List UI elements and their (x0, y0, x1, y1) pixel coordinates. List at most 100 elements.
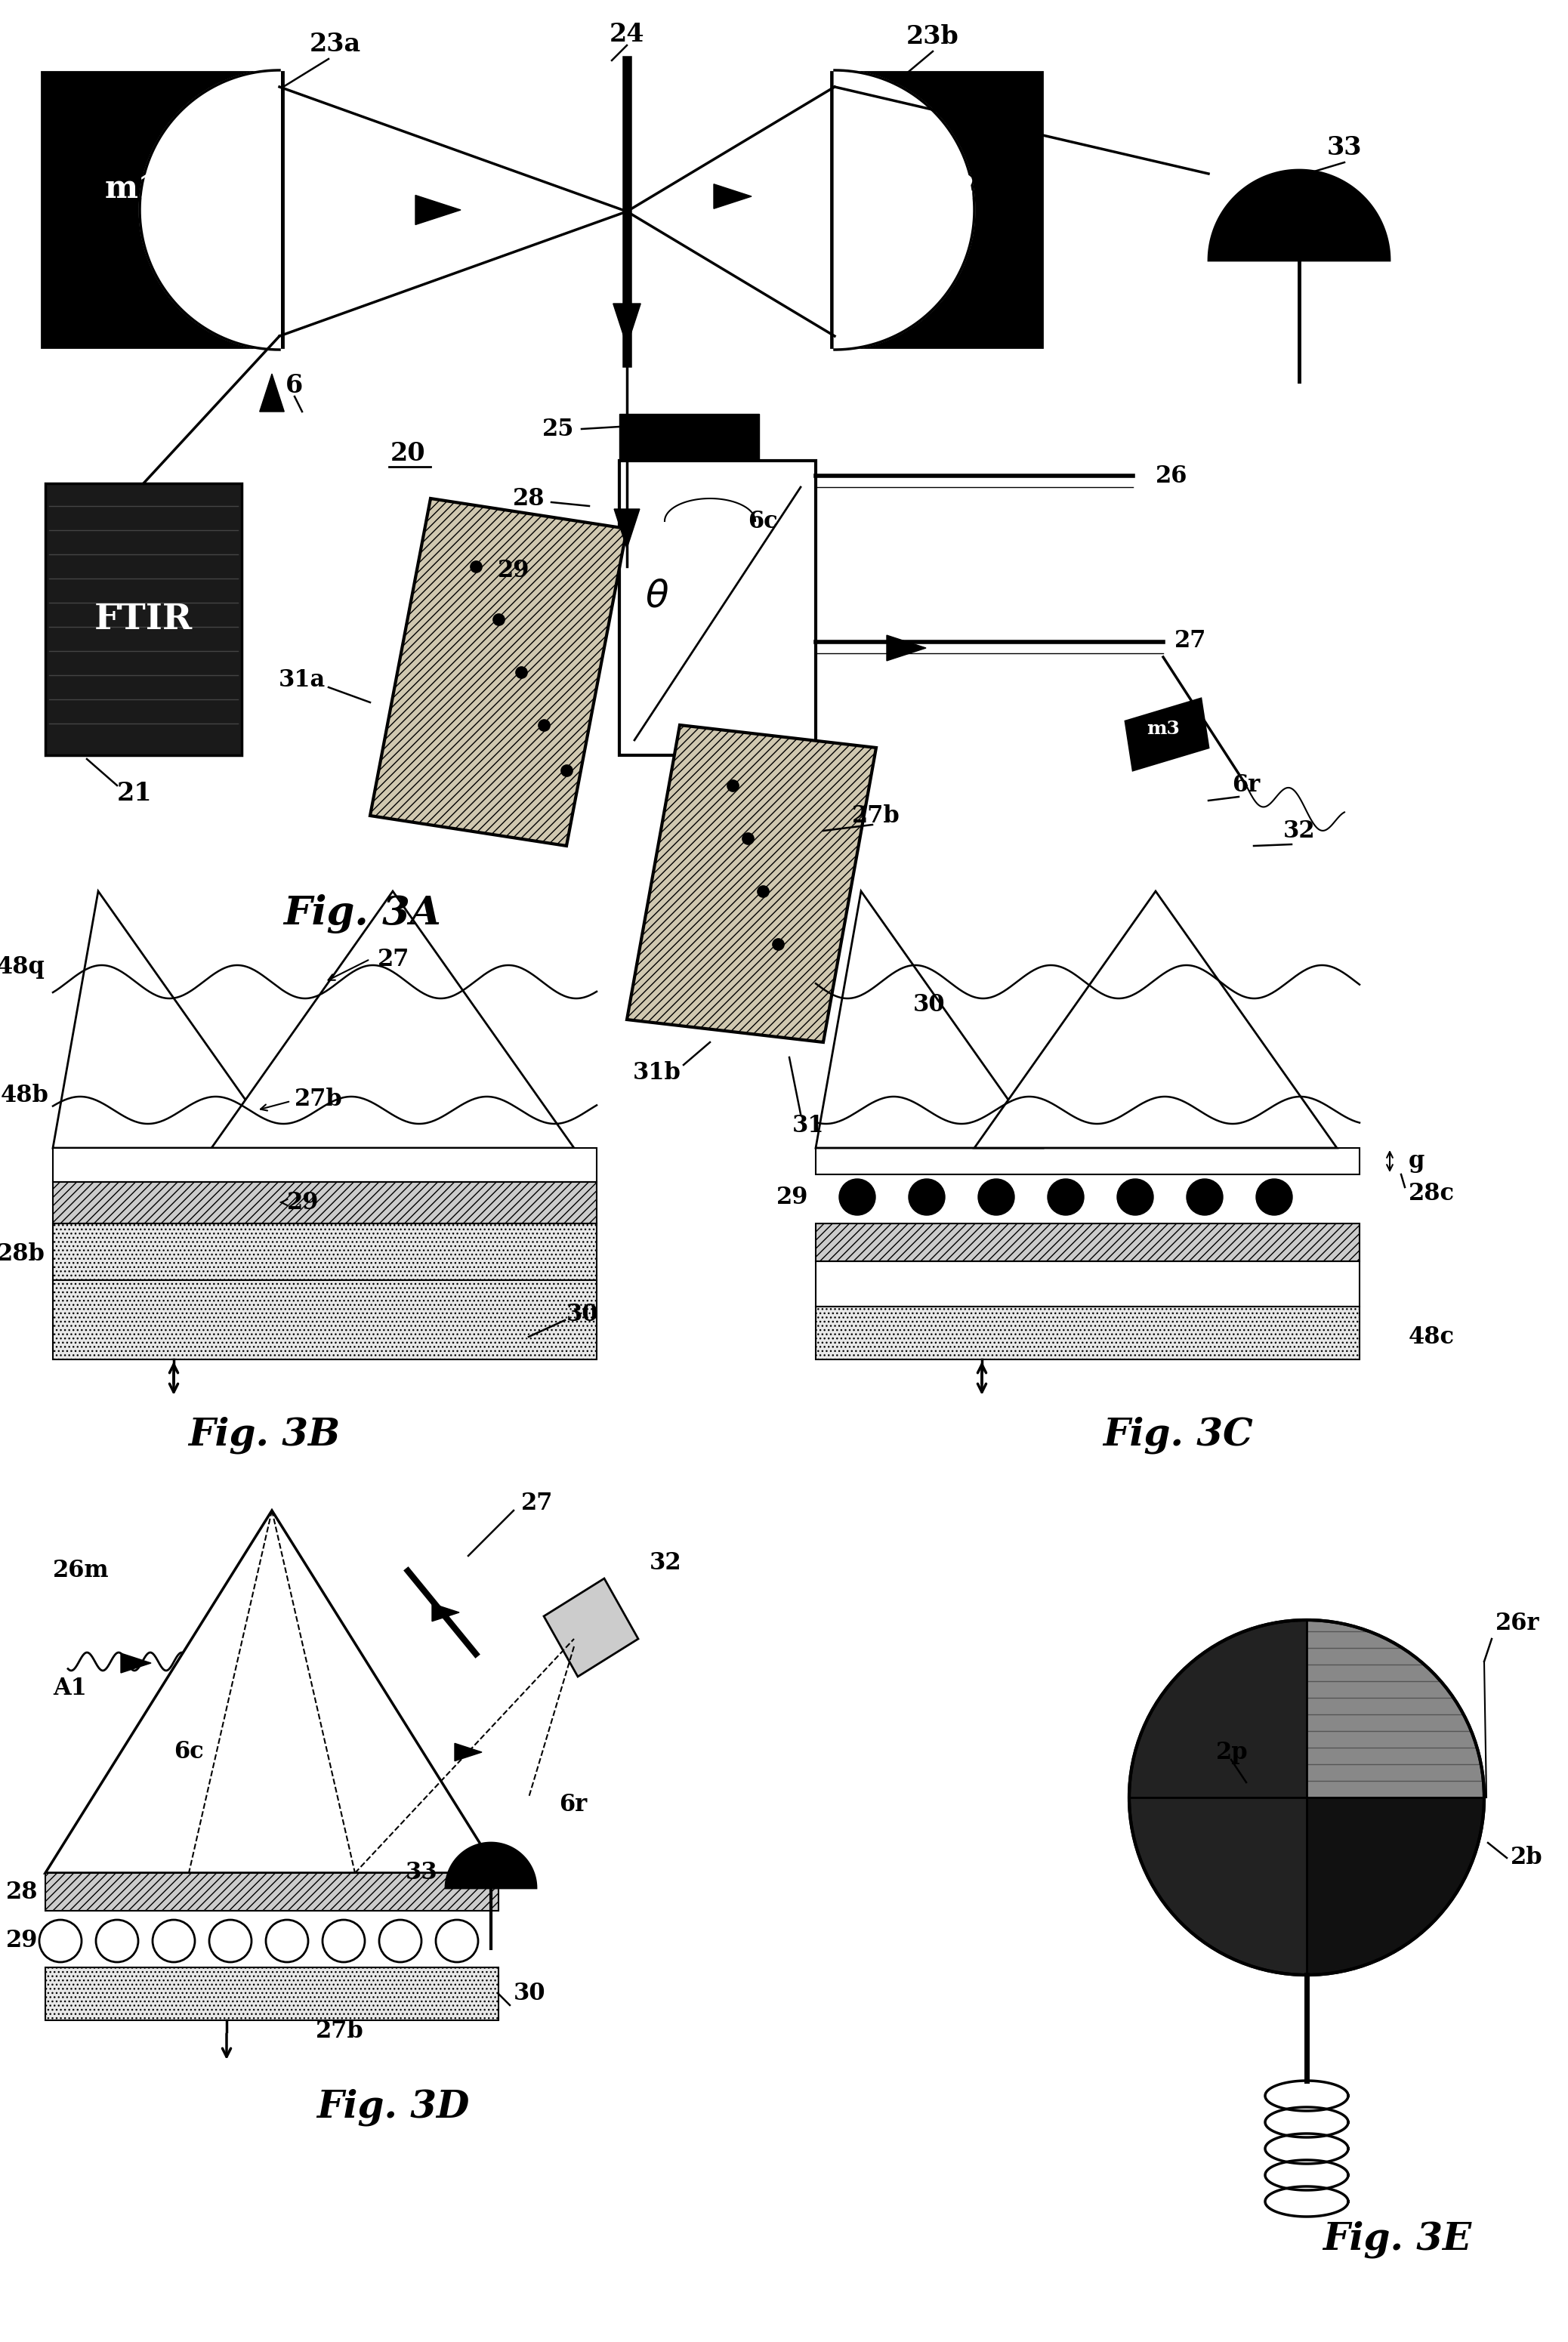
Text: 32: 32 (1283, 820, 1316, 843)
Polygon shape (445, 1843, 536, 1888)
Polygon shape (1306, 1796, 1485, 1974)
Text: 26r: 26r (1496, 1611, 1540, 1635)
Text: 28: 28 (6, 1881, 38, 1904)
Bar (619, 415, 759, 461)
Polygon shape (887, 635, 927, 660)
Circle shape (1187, 1178, 1223, 1215)
Text: m2: m2 (920, 173, 975, 204)
Text: 48q: 48q (0, 956, 45, 979)
Polygon shape (831, 73, 1043, 347)
Polygon shape (53, 892, 279, 1148)
Polygon shape (815, 892, 1043, 1148)
Text: $\theta$: $\theta$ (644, 578, 670, 616)
Polygon shape (1306, 1621, 1485, 1974)
Text: 26: 26 (1156, 464, 1187, 487)
Polygon shape (713, 185, 751, 208)
Text: 48c: 48c (1408, 1326, 1455, 1349)
Text: 26m: 26m (53, 1560, 110, 1583)
Text: m1: m1 (105, 173, 160, 204)
Text: 28b: 28b (0, 1241, 45, 1265)
Polygon shape (433, 1604, 459, 1621)
Polygon shape (45, 1874, 499, 1911)
Text: 27: 27 (378, 949, 409, 972)
Text: 29: 29 (6, 1930, 38, 1953)
Circle shape (978, 1178, 1014, 1215)
Circle shape (436, 1920, 478, 1963)
Circle shape (323, 1920, 365, 1963)
Polygon shape (212, 892, 574, 1148)
Circle shape (152, 1920, 194, 1963)
Polygon shape (834, 70, 974, 349)
Circle shape (267, 1920, 309, 1963)
Polygon shape (1126, 698, 1209, 771)
Text: 24: 24 (610, 21, 644, 47)
Text: FTIR: FTIR (94, 602, 193, 637)
Polygon shape (416, 194, 461, 225)
Circle shape (39, 1920, 82, 1963)
Polygon shape (544, 1579, 638, 1677)
Text: 48b: 48b (2, 1084, 49, 1108)
Text: 31b: 31b (633, 1061, 681, 1084)
Text: 23a: 23a (309, 30, 361, 56)
Polygon shape (815, 1223, 1359, 1262)
Text: 33: 33 (1327, 136, 1363, 159)
Polygon shape (45, 482, 241, 754)
Polygon shape (45, 1511, 499, 1874)
Text: A1: A1 (53, 1677, 86, 1700)
Text: 23b: 23b (906, 23, 960, 49)
Text: 28: 28 (513, 487, 544, 511)
Text: Fig. 3B: Fig. 3B (188, 1417, 340, 1454)
Text: 29: 29 (776, 1185, 808, 1208)
Polygon shape (615, 508, 640, 548)
Text: g: g (1408, 1150, 1425, 1173)
Text: 27b: 27b (295, 1087, 343, 1110)
Text: 6r: 6r (558, 1794, 586, 1817)
Text: 25: 25 (543, 417, 574, 440)
Text: 6: 6 (285, 372, 303, 398)
Circle shape (1116, 1178, 1154, 1215)
Polygon shape (627, 726, 877, 1042)
Polygon shape (260, 375, 284, 412)
Polygon shape (613, 304, 641, 347)
Circle shape (908, 1178, 946, 1215)
Text: 2b: 2b (1510, 1845, 1543, 1869)
Polygon shape (53, 1183, 597, 1223)
Text: Fig. 3A: Fig. 3A (284, 895, 441, 934)
Text: 33: 33 (406, 1862, 437, 1885)
Text: 20: 20 (390, 440, 425, 466)
Text: 27: 27 (1174, 628, 1206, 651)
Text: 2p: 2p (1217, 1740, 1248, 1764)
Text: 29: 29 (287, 1190, 318, 1213)
Polygon shape (974, 892, 1338, 1148)
Text: 32: 32 (649, 1553, 682, 1576)
Text: 27b: 27b (851, 803, 900, 827)
Text: 6c: 6c (748, 511, 778, 534)
Polygon shape (455, 1742, 481, 1761)
Polygon shape (45, 1967, 499, 2021)
Circle shape (1047, 1178, 1083, 1215)
Circle shape (379, 1920, 422, 1963)
Circle shape (839, 1178, 875, 1215)
Circle shape (209, 1920, 251, 1963)
Polygon shape (1209, 171, 1389, 260)
Polygon shape (53, 1281, 597, 1358)
Text: 30: 30 (514, 1981, 546, 2005)
Polygon shape (815, 1307, 1359, 1358)
Text: 6r: 6r (1232, 773, 1261, 796)
Text: 28c: 28c (1408, 1183, 1455, 1206)
Text: 29: 29 (497, 557, 530, 581)
Text: 31: 31 (792, 1112, 825, 1136)
Polygon shape (1129, 1621, 1306, 1974)
Text: 27b: 27b (315, 2019, 364, 2042)
Polygon shape (370, 499, 627, 845)
Polygon shape (53, 1223, 597, 1281)
Text: m3: m3 (1146, 719, 1179, 738)
Polygon shape (121, 1653, 151, 1672)
Text: 21: 21 (118, 780, 152, 806)
Text: 6c: 6c (174, 1740, 204, 1764)
Circle shape (96, 1920, 138, 1963)
Text: 30: 30 (566, 1302, 599, 1326)
Text: Fig. 3E: Fig. 3E (1323, 2220, 1472, 2258)
Text: Fig. 3C: Fig. 3C (1104, 1417, 1253, 1454)
Polygon shape (41, 73, 284, 347)
